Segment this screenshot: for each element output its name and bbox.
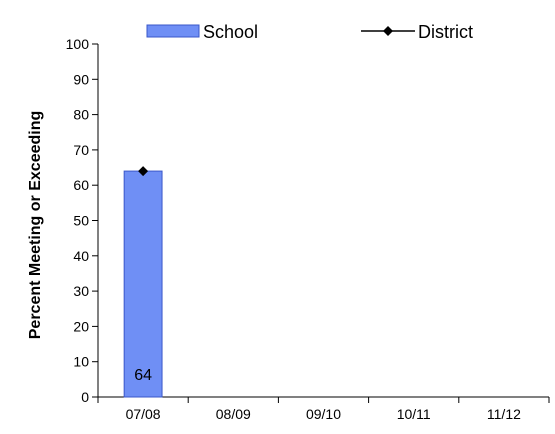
y-tick-label: 90 [73,71,89,87]
legend-swatch-school [146,24,200,38]
y-tick-label: 10 [73,354,89,370]
legend-marker-district [383,26,393,36]
y-tick-label: 30 [73,283,89,299]
legend: School District [146,22,473,42]
y-ticks: 0 10 20 30 40 50 60 70 80 90 100 [66,36,98,405]
x-tick-label: 10/11 [397,406,431,422]
legend-label-district: District [418,22,473,42]
bar-school [123,170,163,398]
y-tick-label: 60 [73,177,89,193]
y-tick-label: 80 [73,107,89,123]
x-tick-label: 11/12 [487,406,521,422]
y-tick-label: 40 [73,248,89,264]
y-tick-label: 20 [73,318,89,334]
y-axis-title: Percent Meeting or Exceeding [27,111,44,340]
y-tick-label: 50 [73,213,89,229]
data-labels: 64 [134,367,152,384]
y-tick-label: 100 [66,36,90,52]
district-point [138,166,149,177]
bar-value-label: 64 [134,367,152,384]
x-ticks: 07/08 08/09 09/10 10/11 11/12 [97,397,550,422]
x-tick-label: 08/09 [216,406,251,422]
legend-label-school: School [203,22,258,42]
y-tick-label: 70 [73,142,89,158]
x-tick-label: 09/10 [306,406,341,422]
bars [123,170,163,398]
y-tick-label: 0 [81,389,89,405]
x-tick-label: 07/08 [126,406,161,422]
district-series [138,166,149,177]
